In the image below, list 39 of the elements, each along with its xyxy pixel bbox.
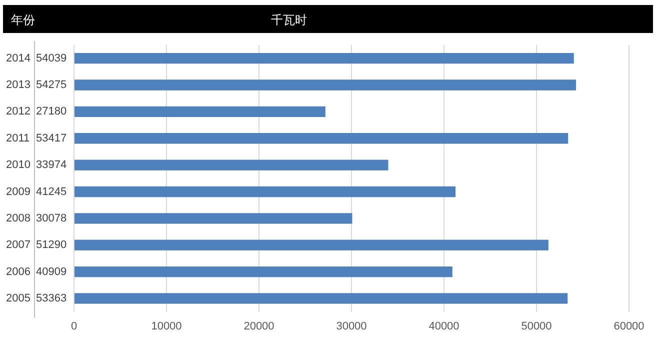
bar bbox=[74, 80, 576, 90]
bar bbox=[74, 293, 568, 304]
data-label: 30078 bbox=[36, 212, 67, 224]
y-axis-title: 年份 bbox=[11, 12, 35, 29]
x-tick-label: 0 bbox=[70, 320, 78, 332]
data-label: 54275 bbox=[36, 79, 67, 92]
data-label: 27180 bbox=[36, 106, 67, 118]
bar bbox=[74, 106, 326, 118]
x-tick-label: 60000 bbox=[614, 320, 644, 332]
y-tick-label: 2006 bbox=[6, 266, 30, 278]
x-axis-title: 千瓦时 bbox=[271, 12, 307, 29]
data-label: 53417 bbox=[36, 132, 67, 144]
y-tick-label: 2011 bbox=[6, 132, 30, 144]
y-tick-label: 2009 bbox=[6, 186, 30, 198]
y-tick-label: 2014 bbox=[6, 52, 30, 64]
x-tick-label: 20000 bbox=[244, 320, 274, 332]
bar bbox=[74, 240, 548, 250]
data-label: 51290 bbox=[36, 239, 67, 252]
bar bbox=[74, 186, 456, 198]
y-tick-label: 2012 bbox=[6, 106, 30, 118]
data-label: 33974 bbox=[36, 159, 67, 172]
y-tick-label: 2013 bbox=[6, 79, 30, 92]
x-tick-label: 10000 bbox=[151, 320, 182, 332]
x-tick-label: 40000 bbox=[428, 320, 460, 332]
data-label: 40909 bbox=[36, 266, 67, 278]
bar bbox=[74, 213, 352, 224]
data-label: 53363 bbox=[36, 292, 67, 304]
bar bbox=[74, 160, 388, 170]
y-tick-label: 2005 bbox=[6, 292, 30, 304]
data-label: 41245 bbox=[36, 186, 67, 198]
y-tick-label: 2008 bbox=[6, 212, 30, 224]
bar bbox=[74, 266, 452, 278]
y-tick-label: 2010 bbox=[6, 159, 30, 172]
bar bbox=[74, 53, 574, 64]
x-tick-label: 50000 bbox=[521, 320, 552, 332]
bar bbox=[74, 133, 568, 144]
y-tick-label: 2007 bbox=[6, 239, 30, 252]
x-tick-label: 30000 bbox=[336, 320, 367, 332]
data-label: 54039 bbox=[36, 52, 67, 64]
